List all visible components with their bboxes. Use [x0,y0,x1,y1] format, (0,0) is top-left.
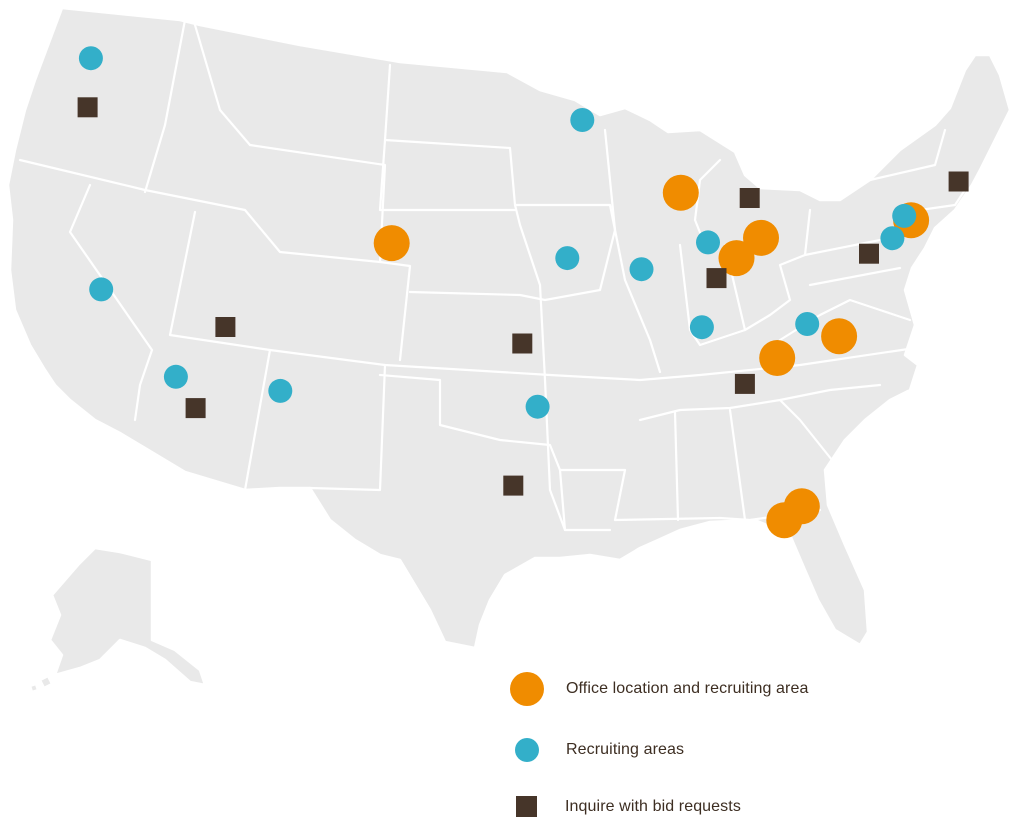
recruiting-marker-swatch-icon [515,738,539,762]
recruiting-area-marker-5 [570,108,595,132]
legend-recruiting: Recruiting areas [510,738,684,762]
alaska-islands [28,674,54,694]
office-location-marker-9 [766,502,803,539]
legend-inquire-label: Inquire with bid requests [565,797,741,815]
office-location-marker-3 [718,240,755,277]
inquire-marker-2 [215,317,236,337]
inquire-marker-swatch-icon [516,796,537,817]
recruiting-area-marker-7 [629,257,654,282]
inquire-marker-9 [948,171,969,192]
contiguous-us-land [6,6,1012,650]
office-location-marker-2 [662,174,699,211]
legend-inquire: Inquire with bid requests [510,796,741,817]
office-location-marker-1 [373,225,410,262]
legend-office: Office location and recruiting area [510,672,808,706]
recruiting-area-marker-6 [555,246,580,271]
land-mass [6,6,1012,694]
office-location-marker-4 [743,219,779,256]
inquire-marker-8 [859,243,879,264]
office-location-marker-6 [821,318,858,355]
recruiting-area-marker-2 [89,277,114,302]
recruiting-area-marker-4 [268,378,293,403]
inquire-marker-4 [512,333,533,354]
recruiting-area-marker-1 [78,46,103,71]
recruiting-area-marker-9 [689,315,714,340]
recruiting-area-marker-11 [880,226,905,251]
recruiting-area-marker-3 [163,364,188,389]
office-marker-swatch-icon [510,672,544,706]
inquire-marker-10 [734,373,755,394]
legend-office-label: Office location and recruiting area [566,680,809,697]
markers-layer [77,46,969,539]
office-location-marker-7 [759,340,796,376]
alaska-land [48,546,207,687]
recruiting-area-marker-8 [696,230,720,255]
inquire-marker-3 [185,398,206,419]
recruiting-area-marker-13 [525,394,550,419]
recruiting-area-marker-12 [892,203,917,228]
inquire-marker-6 [739,188,760,208]
recruiting-area-marker-10 [795,312,820,336]
inquire-marker-1 [77,97,98,118]
inquire-marker-7 [706,268,727,289]
state-borders [18,18,967,532]
inquire-marker-5 [503,475,524,496]
legend-recruiting-label: Recruiting areas [566,741,685,758]
